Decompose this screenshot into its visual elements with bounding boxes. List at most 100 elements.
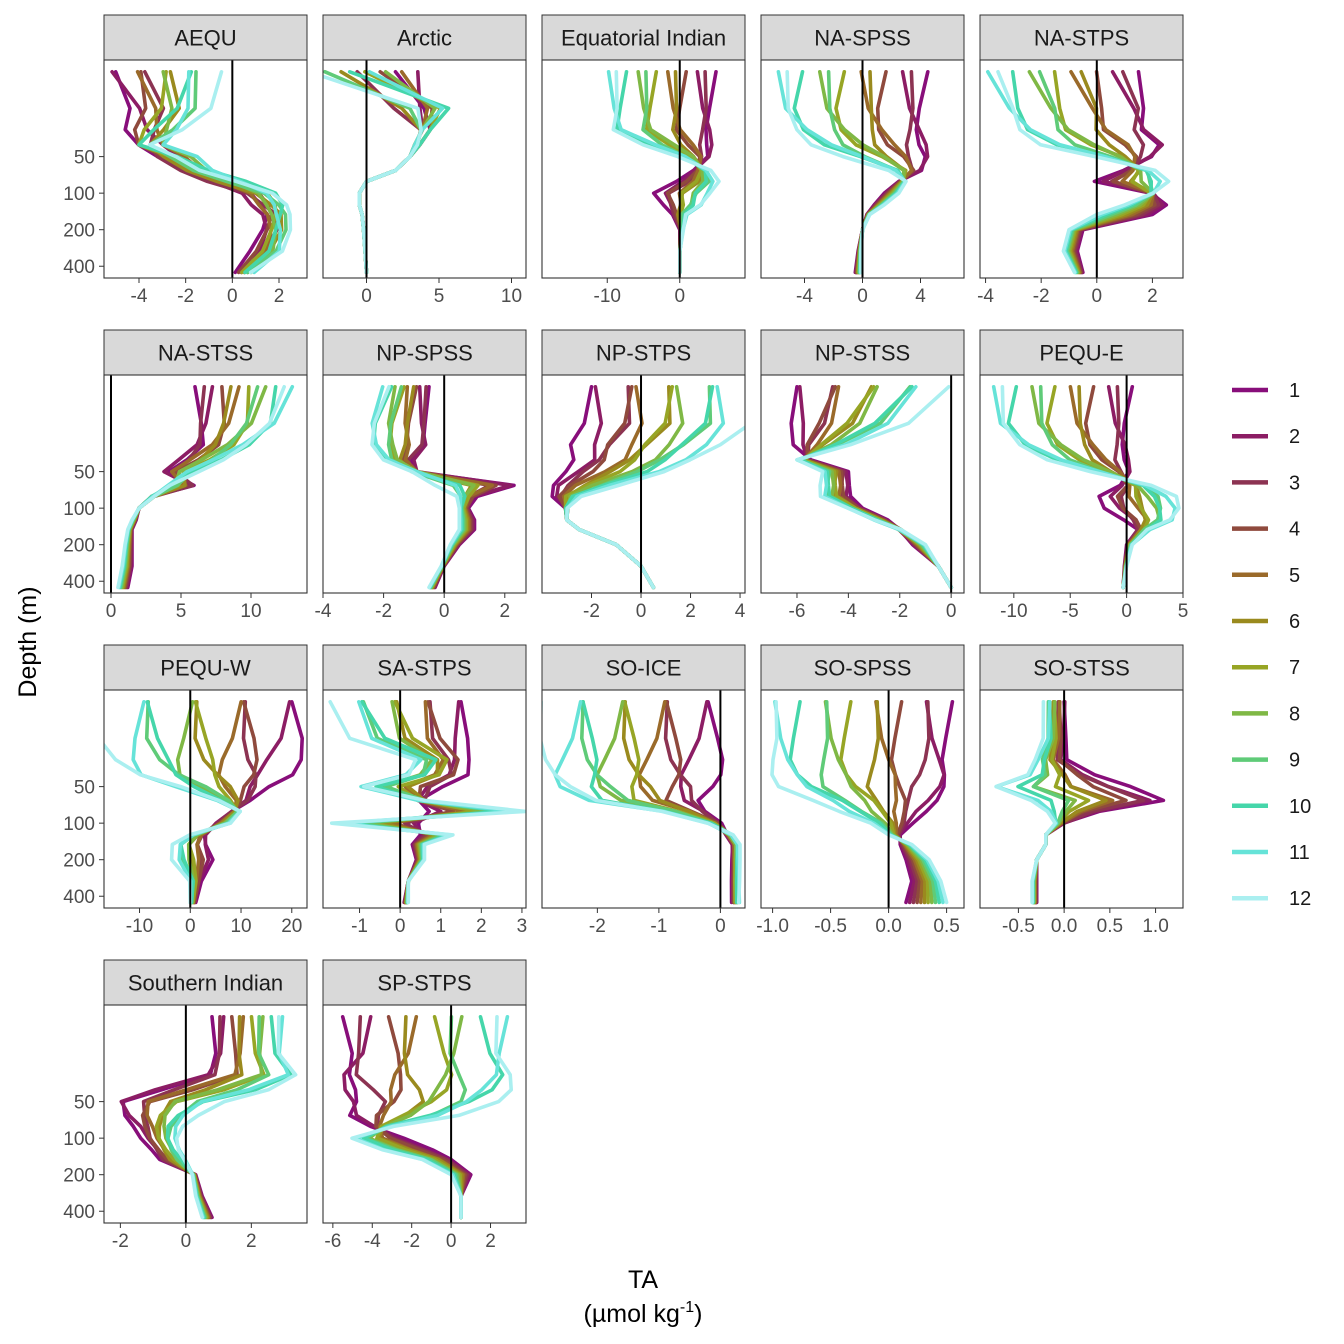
panel-strip xyxy=(979,644,1184,691)
y-tick-label: 100 xyxy=(63,814,95,835)
x-tick-label: 0 xyxy=(715,916,726,937)
x-axis-units-close: ) xyxy=(694,1300,702,1328)
panel-border xyxy=(979,689,1184,909)
panel-aequ: AEQU -4 -2 0 2 50 100 200 400 xyxy=(63,14,308,307)
series-group xyxy=(991,384,1181,590)
x-axis-units-exponent: -1 xyxy=(680,1299,694,1316)
series-group xyxy=(776,70,930,275)
y-tick-label: 200 xyxy=(63,1166,95,1187)
panel-strip xyxy=(760,329,965,376)
x-tick-label: 2 xyxy=(1147,286,1158,307)
x-tick-label: -4 xyxy=(364,1231,381,1252)
x-tick-label: 1.0 xyxy=(1142,916,1168,937)
y-tick-label: 200 xyxy=(63,851,95,872)
x-axis-title: TA xyxy=(628,1266,658,1294)
y-tick-label: 100 xyxy=(63,184,95,205)
y-tick-label: 400 xyxy=(63,572,95,593)
x-tick-label: -2 xyxy=(375,601,392,622)
series-line-month-12 xyxy=(994,699,1057,905)
panel-border xyxy=(103,374,308,594)
x-tick-label: -5 xyxy=(1062,601,1079,622)
x-tick-label: -6 xyxy=(324,1231,341,1252)
y-tick-label: 100 xyxy=(63,1129,95,1150)
x-tick-label: 2 xyxy=(500,601,511,622)
series-group xyxy=(994,699,1166,905)
y-tick-label: 400 xyxy=(63,1202,95,1223)
series-group xyxy=(550,384,745,590)
panel-strip xyxy=(760,14,965,61)
panel-border xyxy=(322,59,527,279)
x-tick-label: -2 xyxy=(403,1231,420,1252)
series-line-month-12 xyxy=(564,425,745,590)
x-tick-label: 0 xyxy=(946,601,957,622)
x-axis-units: (µmol kg-1) xyxy=(584,1299,703,1328)
panel-np-spss: NP-SPSS -4 -2 0 2 xyxy=(315,329,527,622)
series-group xyxy=(789,384,954,590)
y-tick-label: 100 xyxy=(63,499,95,520)
x-tick-label: 10 xyxy=(240,601,261,622)
x-tick-label: 0 xyxy=(857,286,868,307)
y-tick-label: 400 xyxy=(63,887,95,908)
series-group xyxy=(116,384,295,590)
panel-border xyxy=(760,374,965,594)
y-tick-label: 400 xyxy=(63,257,95,278)
panel-border xyxy=(979,374,1184,594)
series-group xyxy=(606,70,721,275)
panel-strip xyxy=(541,329,746,376)
panel-title: SO-ICE xyxy=(606,656,682,681)
series-line-month-12 xyxy=(795,384,954,590)
series-line-month-9 xyxy=(323,70,423,275)
x-tick-label: -1 xyxy=(351,916,368,937)
y-tick-label: 200 xyxy=(63,536,95,557)
x-tick-label: -1 xyxy=(650,916,667,937)
legend-label: 4 xyxy=(1289,519,1300,541)
series-line-month-6 xyxy=(1032,699,1108,905)
x-tick-label: -4 xyxy=(131,286,148,307)
series-group xyxy=(370,384,516,590)
series-line-month-12 xyxy=(785,70,908,275)
panel-border xyxy=(541,59,746,279)
panel-title: NA-SPSS xyxy=(814,26,911,51)
x-tick-label: 2 xyxy=(246,1231,257,1252)
x-tick-label: 20 xyxy=(281,916,302,937)
panel-title: SO-SPSS xyxy=(814,656,912,681)
series-line-month-8 xyxy=(1030,384,1162,590)
series-group xyxy=(110,70,293,275)
panel-border xyxy=(103,59,308,279)
series-line-month-2 xyxy=(192,699,292,905)
x-tick-label: 10 xyxy=(230,916,251,937)
series-line-month-2 xyxy=(897,699,946,905)
x-tick-label: 0.5 xyxy=(1097,916,1123,937)
x-tick-label: -10 xyxy=(1000,601,1027,622)
series-line-month-12 xyxy=(104,742,242,905)
series-group xyxy=(542,699,742,905)
x-tick-label: 0 xyxy=(446,1231,457,1252)
series-line-month-1 xyxy=(194,699,305,905)
series-line-month-1 xyxy=(696,699,735,905)
x-tick-label: 0 xyxy=(1092,286,1103,307)
legend-label: 1 xyxy=(1289,380,1300,402)
series-line-month-6 xyxy=(339,70,423,275)
panel-border xyxy=(103,1004,308,1224)
panel-border xyxy=(760,689,965,909)
series-line-month-10 xyxy=(137,70,285,275)
x-tick-label: -2 xyxy=(1033,286,1050,307)
series-group xyxy=(323,70,451,275)
panel-strip xyxy=(322,644,527,691)
series-line-month-11 xyxy=(994,699,1059,905)
x-tick-label: 2 xyxy=(685,601,696,622)
panel-title: Equatorial Indian xyxy=(561,26,726,51)
panel-arctic: Arctic 0 5 10 xyxy=(322,14,527,307)
series-line-month-12 xyxy=(770,699,949,905)
legend-label: 11 xyxy=(1289,842,1310,864)
panel-strip xyxy=(979,14,1184,61)
panel-strip xyxy=(322,14,527,61)
x-tick-label: -1.0 xyxy=(756,916,789,937)
series-group xyxy=(770,699,955,905)
x-tick-label: 2 xyxy=(485,1231,496,1252)
series-line-month-12 xyxy=(611,70,721,275)
x-tick-label: 4 xyxy=(735,601,746,622)
series-line-month-11 xyxy=(991,384,1177,590)
panel-strip xyxy=(322,329,527,376)
